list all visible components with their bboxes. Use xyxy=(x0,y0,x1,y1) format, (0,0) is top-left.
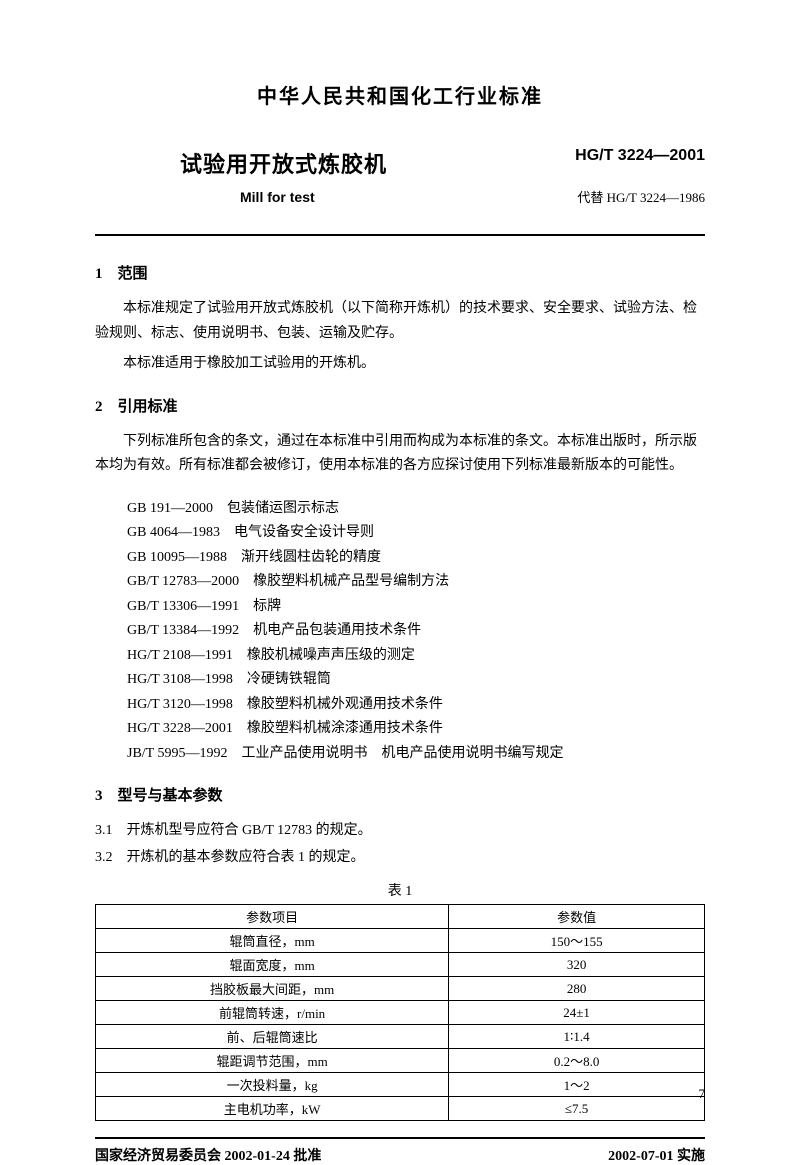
title-row: 试验用开放式炼胶机 HG/T 3224—2001 xyxy=(95,147,705,179)
ref-item: HG/T 3228—2001 橡胶塑料机械涂漆通用技术条件 xyxy=(127,717,705,742)
section-2-heading: 2 引用标准 xyxy=(95,395,705,416)
section-3-2: 3.2 开炼机的基本参数应符合表 1 的规定。 xyxy=(95,846,705,871)
subtitle-english: Mill for test xyxy=(240,189,315,205)
table-cell: 主电机功率，kW xyxy=(96,1097,449,1121)
org-title: 中华人民共和国化工行业标准 xyxy=(95,80,705,109)
ref-item: GB/T 12783—2000 橡胶塑料机械产品型号编制方法 xyxy=(127,570,705,595)
ref-item: GB/T 13306—1991 标牌 xyxy=(127,595,705,620)
footer-divider xyxy=(95,1137,705,1139)
table-header-cell: 参数值 xyxy=(449,905,705,929)
section-3-1: 3.1 开炼机型号应符合 GB/T 12783 的规定。 xyxy=(95,819,705,844)
table-row: 前辊筒转速，r/min24±1 xyxy=(96,1001,705,1025)
table-cell: 1～2 xyxy=(449,1073,705,1097)
footer-approval: 国家经济贸易委员会 2002-01-24 批准 xyxy=(95,1145,321,1165)
section-1-para-1: 本标准规定了试验用开放式炼胶机（以下简称开炼机）的技术要求、安全要求、试验方法、… xyxy=(95,297,705,346)
header-divider xyxy=(95,234,705,236)
standard-code: HG/T 3224—2001 xyxy=(575,147,705,165)
replaces-text: 代替 HG/T 3224—1986 xyxy=(577,187,705,206)
table-cell: 辊距调节范围，mm xyxy=(96,1049,449,1073)
section-3-heading: 3 型号与基本参数 xyxy=(95,784,705,805)
table-row: 辊面宽度，mm320 xyxy=(96,953,705,977)
section-1-heading: 1 范围 xyxy=(95,262,705,283)
table-row: 辊筒直径，mm150～155 xyxy=(96,929,705,953)
page-number: 7 xyxy=(699,1086,706,1102)
table-caption: 表 1 xyxy=(95,880,705,900)
table-cell: 前辊筒转速，r/min xyxy=(96,1001,449,1025)
table-cell: 24±1 xyxy=(449,1001,705,1025)
ref-item: HG/T 2108—1991 橡胶机械噪声声压级的测定 xyxy=(127,644,705,669)
table-cell: ≤7.5 xyxy=(449,1097,705,1121)
table-row: 一次投料量，kg1～2 xyxy=(96,1073,705,1097)
table-cell: 0.2～8.0 xyxy=(449,1049,705,1073)
footer-row: 国家经济贸易委员会 2002-01-24 批准 2002-07-01 实施 xyxy=(95,1145,705,1165)
table-cell: 挡胶板最大间距，mm xyxy=(96,977,449,1001)
table-cell: 280 xyxy=(449,977,705,1001)
table-row: 前、后辊筒速比1∶1.4 xyxy=(96,1025,705,1049)
table-row: 辊距调节范围，mm0.2～8.0 xyxy=(96,1049,705,1073)
table-header-cell: 参数项目 xyxy=(96,905,449,929)
ref-item: HG/T 3120—1998 橡胶塑料机械外观通用技术条件 xyxy=(127,693,705,718)
ref-item: GB/T 13384—1992 机电产品包装通用技术条件 xyxy=(127,619,705,644)
table-row: 主电机功率，kW≤7.5 xyxy=(96,1097,705,1121)
parameter-table: 参数项目 参数值 辊筒直径，mm150～155 辊面宽度，mm320 挡胶板最大… xyxy=(95,904,705,1121)
table-cell: 320 xyxy=(449,953,705,977)
section-1-para-2: 本标准适用于橡胶加工试验用的开炼机。 xyxy=(95,352,705,377)
ref-item: GB 191—2000 包装储运图示标志 xyxy=(127,497,705,522)
table-cell: 一次投料量，kg xyxy=(96,1073,449,1097)
ref-item: JB/T 5995—1992 工业产品使用说明书 机电产品使用说明书编写规定 xyxy=(127,742,705,767)
ref-item: GB 10095—1988 渐开线圆柱齿轮的精度 xyxy=(127,546,705,571)
subtitle-row: Mill for test 代替 HG/T 3224—1986 xyxy=(95,187,705,206)
table-cell: 辊筒直径，mm xyxy=(96,929,449,953)
main-title: 试验用开放式炼胶机 xyxy=(180,147,387,179)
table-cell: 1∶1.4 xyxy=(449,1025,705,1049)
table-cell: 辊面宽度，mm xyxy=(96,953,449,977)
reference-list: GB 191—2000 包装储运图示标志 GB 4064—1983 电气设备安全… xyxy=(127,497,705,767)
ref-item: HG/T 3108—1998 冷硬铸铁辊筒 xyxy=(127,668,705,693)
table-header-row: 参数项目 参数值 xyxy=(96,905,705,929)
table-row: 挡胶板最大间距，mm280 xyxy=(96,977,705,1001)
table-cell: 前、后辊筒速比 xyxy=(96,1025,449,1049)
ref-item: GB 4064—1983 电气设备安全设计导则 xyxy=(127,521,705,546)
footer-effective: 2002-07-01 实施 xyxy=(608,1145,705,1165)
table-cell: 150～155 xyxy=(449,929,705,953)
section-2-intro: 下列标准所包含的条文，通过在本标准中引用而构成为本标准的条文。本标准出版时，所示… xyxy=(95,430,705,479)
